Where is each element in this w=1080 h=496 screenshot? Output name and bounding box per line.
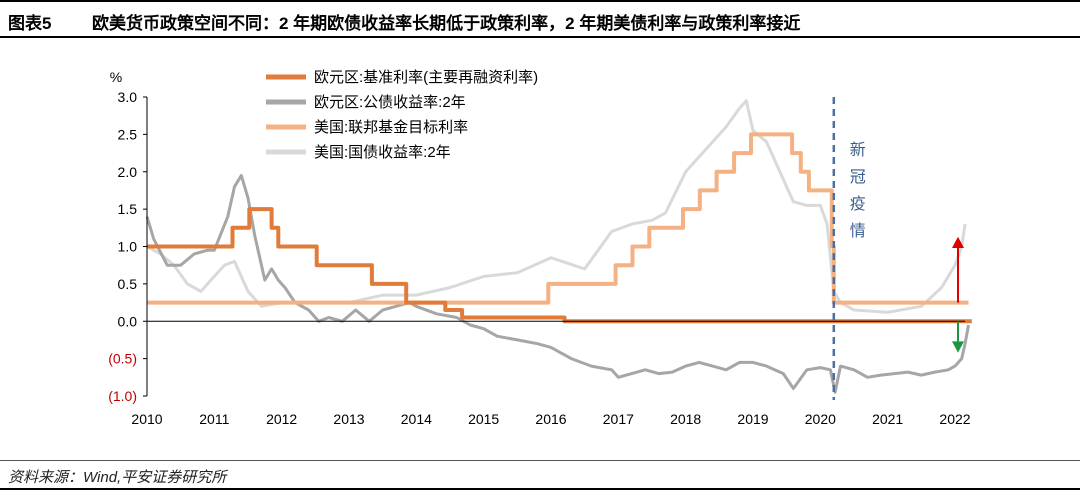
y-tick-label: 3.0: [118, 89, 138, 105]
x-tick-label: 2020: [805, 411, 836, 427]
y-tick-label: 0.5: [118, 276, 138, 292]
x-tick-label: 2010: [131, 411, 162, 427]
y-tick-label: 1.0: [118, 239, 138, 255]
legend-label: 欧元区:基准利率(主要再融资利率): [314, 69, 538, 86]
legend-label: 欧元区:公债收益率:2年: [314, 94, 466, 111]
x-tick-label: 2021: [872, 411, 903, 427]
x-tick-label: 2022: [939, 411, 970, 427]
x-tick-label: 2013: [333, 411, 364, 427]
x-tick-label: 2015: [468, 411, 499, 427]
series-layer: [145, 99, 972, 394]
y-axis-label: %: [110, 69, 122, 85]
series-line-us_bond: [146, 99, 967, 314]
y-tick-label: 2.0: [118, 164, 138, 180]
y-tick-label: 1.5: [118, 201, 138, 217]
figure-label: 图表5: [8, 14, 52, 33]
legend-label: 美国:国债收益率:2年: [314, 144, 451, 161]
x-tick-label: 2012: [266, 411, 297, 427]
y-tick-label: 2.5: [118, 126, 138, 142]
covid-annotation-char: 冠: [850, 169, 866, 186]
figure-header: 图表5 欧美货币政策空间不同：2 年期欧债收益率长期低于政策利率，2 年期美债利…: [0, 0, 1080, 38]
x-tick-label: 2011: [199, 411, 229, 427]
up-arrow-head: [952, 236, 964, 248]
figure-footer: 资料来源：Wind,平安证券研究所: [0, 460, 1080, 490]
axes-layer: 3.0 2.5 2.0 1.5 1.0 0.5 0.0 (0.5) (1.0)% 2010 2011…: [108, 69, 971, 427]
series-line-fed_rate: [147, 132, 969, 305]
y-tick-label: (0.5): [108, 351, 137, 367]
chart: 3.0 2.5 2.0 1.5 1.0 0.5 0.0 (0.5) (1.0)% 2010 2011…: [108, 69, 972, 427]
legend-label: 美国:联邦基金目标利率: [314, 119, 468, 136]
x-tick-label: 2019: [737, 411, 768, 427]
figure-title: 欧美货币政策空间不同：2 年期欧债收益率长期低于政策利率，2 年期美债利率与政策…: [92, 14, 801, 33]
source-note: 资料来源：Wind,平安证券研究所: [8, 469, 227, 486]
x-tick-label: 2017: [603, 411, 634, 427]
covid-annotation-char: 情: [850, 222, 866, 240]
series-line-ecb_rate: [147, 207, 972, 324]
y-tick-label: (1.0): [108, 388, 137, 404]
down-arrow-head: [952, 341, 964, 353]
covid-annotation-char: 新: [850, 141, 866, 159]
covid-annotation-char: 疫: [850, 195, 866, 213]
x-tick-label: 2014: [401, 411, 432, 427]
y-tick-label: 0.0: [118, 313, 138, 329]
x-tick-label: 2018: [670, 411, 701, 427]
legend-layer: 欧元区:基准利率(主要再融资利率) 欧元区:公债收益率:2年美国:联邦基金目标利率…: [266, 69, 538, 161]
series-line-eu_bond: [145, 174, 970, 394]
x-tick-label: 2016: [535, 411, 566, 427]
